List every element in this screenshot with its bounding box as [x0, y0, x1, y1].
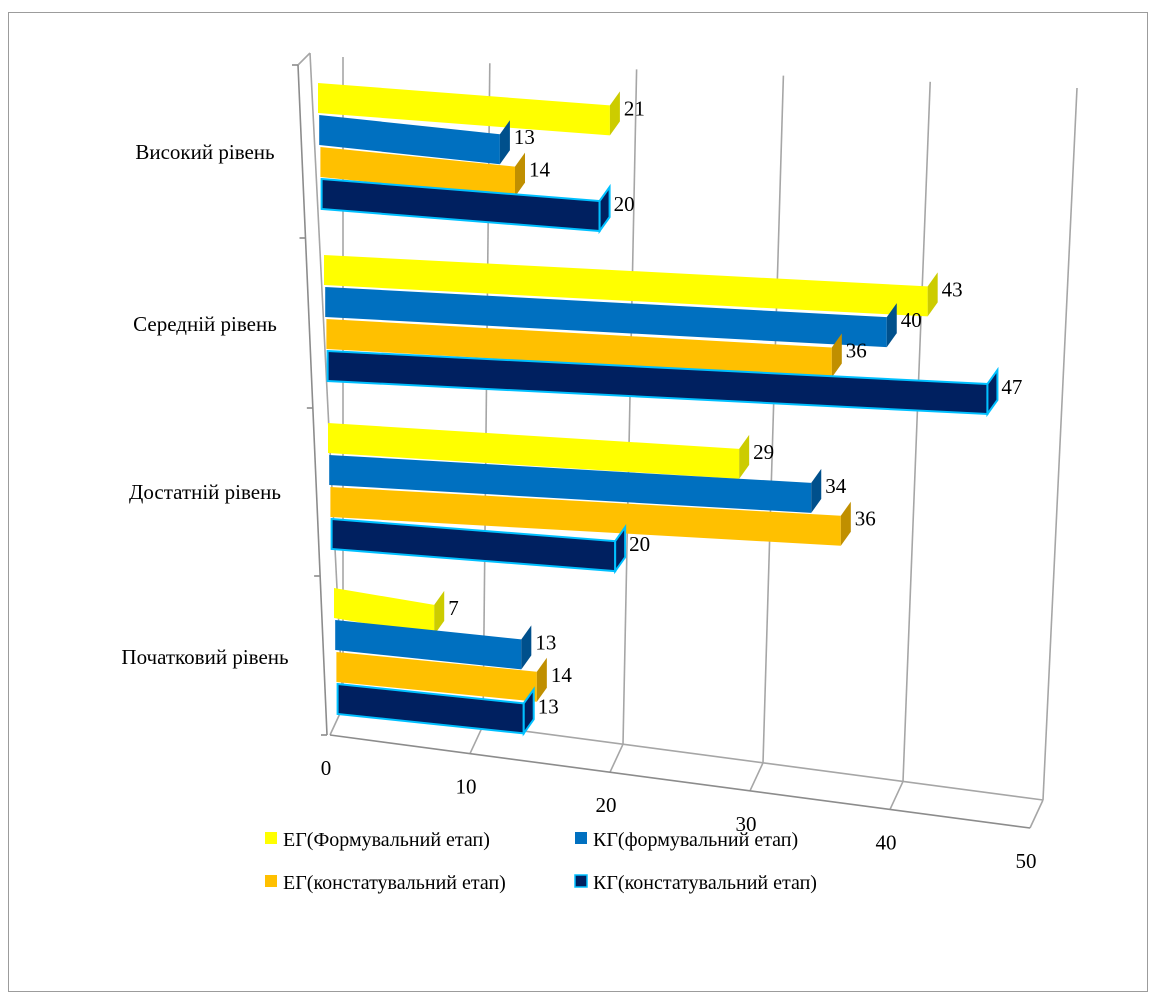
bar — [328, 423, 740, 479]
bar — [326, 319, 832, 378]
label-layer: 0 10 20 30 40 50 21 13 14 20 Високий рівень 43 40 36 4… — [121, 96, 1036, 873]
legend: ЕГ(Формувальний етап) КГ(формувальний ета… — [265, 829, 817, 894]
data-label: 14 — [551, 663, 573, 687]
gridline — [902, 81, 931, 782]
bar — [319, 115, 500, 165]
bar-end-cap — [614, 524, 627, 575]
bar-layer — [318, 83, 999, 737]
bar-end-cap — [598, 183, 611, 235]
data-label: 36 — [855, 507, 876, 531]
bar-end-cap — [536, 657, 547, 702]
gridline — [1042, 87, 1078, 801]
bar — [325, 287, 887, 348]
gridline — [762, 75, 785, 763]
bar-end-cap — [499, 120, 510, 165]
legend-swatch — [574, 874, 588, 888]
category-label: Середній рівень — [133, 312, 277, 336]
floor-line — [749, 762, 764, 792]
axis-layer — [292, 64, 1031, 829]
data-label: 7 — [448, 596, 459, 620]
data-label: 20 — [614, 192, 635, 216]
legend-label: КГ(констатувальний етап) — [593, 872, 817, 894]
data-label: 47 — [1001, 375, 1022, 399]
data-label: 36 — [846, 339, 867, 363]
floor-line — [889, 781, 904, 810]
data-label: 21 — [624, 96, 645, 120]
bar — [334, 588, 435, 635]
data-label: 14 — [529, 158, 551, 182]
legend-label: ЕГ(Формувальний етап) — [283, 829, 490, 851]
floor-line — [469, 725, 484, 754]
floor-line — [1029, 799, 1044, 829]
data-label: 13 — [514, 125, 535, 149]
category-label: Достатній рівень — [129, 480, 281, 504]
bar-end-cap — [811, 468, 822, 513]
x-tick-label: 40 — [876, 830, 897, 854]
bar-end-cap — [831, 333, 842, 378]
x-tick-label: 20 — [596, 793, 617, 817]
category-label: Високий рівень — [135, 140, 274, 164]
x-tick-label: 10 — [456, 775, 477, 799]
legend-label: ЕГ(констатувальний етап) — [283, 872, 506, 894]
bar — [329, 455, 812, 513]
x-tick-label: 0 — [321, 756, 332, 780]
bar-end-cap — [886, 303, 897, 348]
y-axis — [297, 64, 328, 736]
bar-end-cap — [522, 686, 535, 737]
bar — [336, 652, 537, 702]
bar — [318, 83, 610, 136]
x-tick-label: 50 — [1016, 849, 1037, 873]
bar — [320, 147, 515, 197]
legend-swatch — [575, 832, 587, 844]
bar — [324, 255, 928, 317]
data-label: 29 — [753, 440, 774, 464]
bar-end-cap — [434, 590, 445, 635]
data-label: 40 — [901, 308, 922, 332]
bar-end-cap — [927, 272, 938, 317]
bar-end-cap — [609, 91, 620, 136]
wall-top-edge — [297, 52, 311, 66]
data-label: 20 — [629, 532, 650, 556]
data-label: 43 — [942, 277, 963, 301]
bar-end-cap — [739, 434, 750, 479]
bar — [335, 620, 522, 670]
bar — [330, 487, 841, 546]
data-label: 13 — [538, 694, 559, 718]
x-axis — [329, 734, 1031, 829]
legend-label: КГ(формувальний етап) — [593, 829, 798, 851]
data-label: 34 — [825, 474, 847, 498]
category-label: Початковий рівень — [121, 645, 288, 669]
bar-end-cap — [840, 501, 851, 546]
legend-swatch — [265, 832, 277, 844]
gridline — [622, 69, 638, 745]
legend-swatch — [265, 875, 277, 887]
x-tick-label: 30 — [736, 812, 757, 836]
data-label: 13 — [535, 630, 556, 654]
bar-end-cap — [515, 152, 525, 197]
bar-end-cap — [521, 625, 532, 670]
floor-line — [609, 743, 624, 773]
bar-end-cap — [986, 366, 999, 418]
